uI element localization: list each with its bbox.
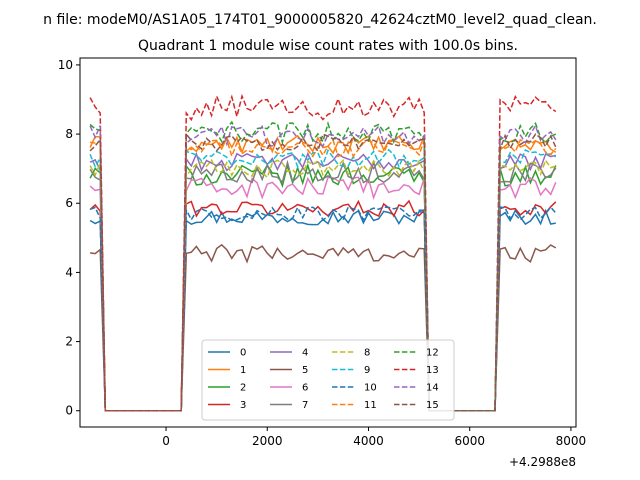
legend-label: 0	[240, 348, 246, 359]
y-tick-label: 6	[65, 196, 73, 210]
legend-label: 4	[302, 348, 308, 359]
series-layer	[89, 93, 557, 412]
legend-label: 2	[240, 383, 246, 394]
legend-label: 15	[426, 400, 439, 411]
x-offset-label: +4.2988e8	[509, 455, 576, 469]
x-tick-label: 6000	[454, 434, 485, 448]
y-tick-label: 2	[65, 335, 73, 349]
legend-label: 8	[364, 348, 370, 359]
legend-label: 7	[302, 400, 308, 411]
legend-label: 9	[364, 365, 370, 376]
x-tick-label: 4000	[353, 434, 384, 448]
legend-box	[201, 339, 455, 421]
legend-label: 10	[364, 383, 377, 394]
legend-label: 11	[364, 400, 377, 411]
x-axis: 0 2000 4000 6000 8000	[162, 427, 586, 448]
chart-title: Quadrant 1 module wise count rates with …	[138, 38, 518, 54]
x-tick-label: 2000	[252, 434, 283, 448]
chart-suptitle: n file: modeM0/AS1A05_174T01_9000005820_…	[43, 12, 597, 28]
y-tick-label: 8	[65, 127, 73, 141]
legend-label: 14	[426, 383, 439, 394]
legend-label: 5	[302, 365, 308, 376]
y-tick-label: 10	[58, 58, 73, 72]
legend-label: 3	[240, 400, 246, 411]
y-tick-label: 4	[65, 265, 73, 279]
series-line-9	[89, 148, 557, 412]
series-line-15	[89, 132, 557, 412]
legend-label: 13	[426, 365, 439, 376]
legend-label: 1	[240, 365, 246, 376]
legend-label: 6	[302, 383, 308, 394]
legend-label: 12	[426, 348, 439, 359]
x-tick-label: 0	[162, 434, 170, 448]
x-tick-label: 8000	[556, 434, 587, 448]
y-axis: 0 2 4 6 8 10	[58, 58, 80, 418]
y-tick-label: 0	[65, 404, 73, 418]
plot-frame	[79, 57, 577, 428]
